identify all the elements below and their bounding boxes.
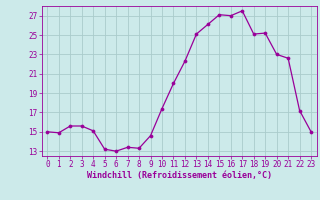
X-axis label: Windchill (Refroidissement éolien,°C): Windchill (Refroidissement éolien,°C) — [87, 171, 272, 180]
